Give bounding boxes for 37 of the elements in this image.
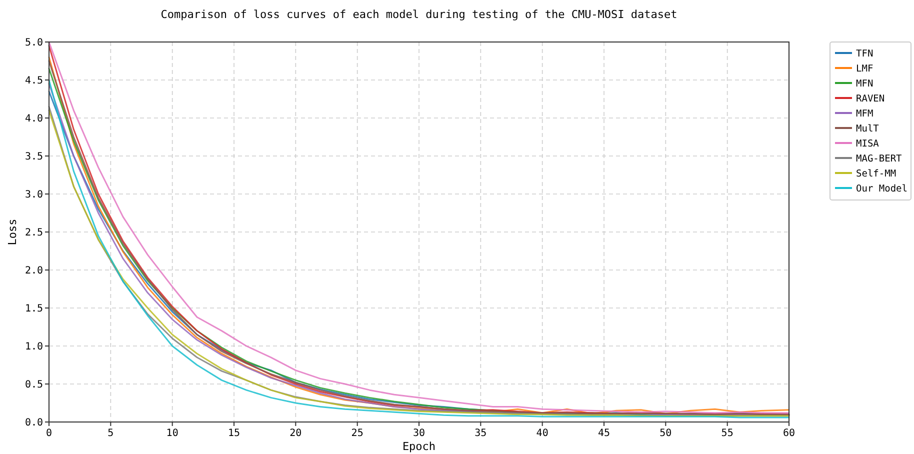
legend-label: LMF — [856, 64, 874, 74]
legend-label: MAG-BERT — [856, 154, 902, 164]
y-tick-label: 3.0 — [24, 190, 43, 200]
legend-label: Our Model — [856, 184, 908, 194]
x-tick-label: 20 — [290, 428, 302, 439]
x-tick-label: 15 — [228, 428, 240, 439]
x-tick-label: 60 — [782, 428, 796, 439]
legend-label: MulT — [856, 124, 880, 134]
y-tick-label: 1.0 — [24, 342, 43, 352]
legend-label: TFN — [856, 48, 874, 60]
legend-label: MFM — [856, 108, 874, 120]
legend-label: RAVEN — [856, 94, 885, 104]
y-tick-label: 4.5 — [24, 76, 43, 86]
legend-label: Self-MM — [856, 168, 896, 180]
legend-label: MISA — [856, 138, 880, 150]
y-tick-label: 3.5 — [24, 152, 43, 162]
x-tick-label: 30 — [412, 428, 426, 439]
x-tick-label: 40 — [536, 428, 548, 439]
y-tick-label: 4.0 — [24, 114, 43, 124]
x-tick-label: 0 — [46, 428, 52, 439]
x-tick-label: 35 — [474, 428, 487, 439]
x-tick-label: 25 — [351, 428, 364, 439]
y-tick-label: 5.0 — [24, 38, 43, 48]
legend-label: MFN — [856, 78, 874, 90]
y-tick-label: 2.5 — [24, 228, 43, 238]
x-tick-label: 55 — [721, 428, 734, 439]
y-tick-label: 0.5 — [24, 380, 43, 390]
x-tick-label: 10 — [166, 428, 178, 439]
y-tick-label: 1.5 — [24, 304, 43, 314]
x-tick-label: 5 — [108, 428, 114, 439]
y-axis-title: Loss — [6, 218, 19, 246]
y-tick-label: 2.0 — [24, 266, 43, 276]
y-tick-label: 0.0 — [24, 418, 43, 428]
x-axis-title: Epoch — [402, 440, 436, 453]
x-tick-label: 45 — [598, 428, 610, 439]
chart-title: Comparison of loss curves of each model during testing of the CMU-MOSI dataset — [160, 8, 678, 21]
x-tick-label: 50 — [660, 428, 672, 439]
